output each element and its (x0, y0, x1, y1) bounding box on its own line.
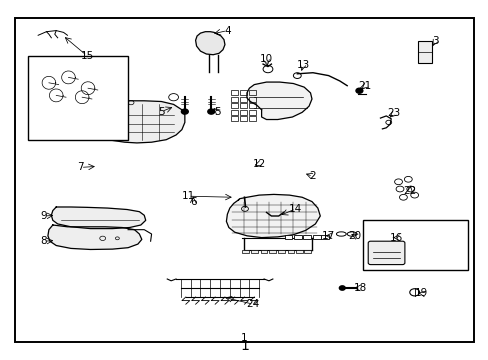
Text: 21: 21 (357, 81, 371, 91)
Bar (303, 250, 310, 253)
Bar (231, 110, 238, 115)
Text: 13: 13 (296, 60, 309, 70)
Bar (248, 116, 255, 121)
Polygon shape (246, 82, 311, 120)
Polygon shape (195, 32, 224, 55)
Text: 11: 11 (181, 191, 195, 201)
Bar (417, 41, 431, 63)
Text: 5: 5 (158, 107, 164, 117)
FancyBboxPatch shape (367, 241, 404, 265)
Text: 18: 18 (353, 283, 367, 293)
Text: 12: 12 (252, 159, 265, 169)
Text: 16: 16 (388, 233, 402, 243)
Bar (231, 103, 238, 108)
Bar (250, 250, 257, 253)
Ellipse shape (336, 232, 346, 236)
Bar (295, 250, 302, 253)
Polygon shape (48, 225, 142, 249)
Text: 22: 22 (402, 186, 416, 196)
Bar (240, 103, 246, 108)
Bar (277, 250, 284, 253)
Text: 1: 1 (241, 333, 247, 343)
Text: 24: 24 (246, 299, 260, 309)
Text: 8: 8 (41, 236, 47, 246)
Bar (240, 90, 246, 95)
Circle shape (355, 88, 362, 93)
Bar (231, 90, 238, 95)
Circle shape (181, 109, 188, 114)
Text: 2: 2 (309, 171, 316, 181)
Ellipse shape (346, 232, 356, 236)
Bar (231, 97, 238, 102)
Circle shape (207, 109, 214, 114)
Bar (248, 97, 255, 102)
Bar (240, 116, 246, 121)
Text: 14: 14 (288, 204, 302, 214)
Bar (269, 250, 276, 253)
Text: 10: 10 (260, 54, 272, 64)
Polygon shape (97, 101, 184, 143)
Polygon shape (226, 194, 320, 238)
Bar (303, 235, 310, 239)
Bar (28, 56, 128, 140)
Bar (260, 250, 267, 253)
Text: 23: 23 (386, 108, 400, 118)
Bar (312, 235, 320, 239)
Text: 6: 6 (189, 197, 196, 207)
Text: 3: 3 (431, 36, 438, 46)
Text: 20: 20 (348, 231, 361, 241)
Text: 1: 1 (240, 339, 248, 352)
Bar (240, 110, 246, 115)
Text: 5: 5 (214, 107, 221, 117)
Bar (284, 235, 292, 239)
Bar (231, 116, 238, 121)
Polygon shape (51, 207, 145, 229)
Bar (287, 250, 294, 253)
Text: 15: 15 (80, 51, 94, 61)
Bar (242, 250, 248, 253)
Bar (240, 97, 246, 102)
Bar (248, 103, 255, 108)
Circle shape (339, 286, 345, 290)
Bar (321, 235, 328, 239)
Bar (248, 90, 255, 95)
Text: 17: 17 (321, 231, 335, 241)
Text: 19: 19 (414, 288, 427, 298)
Text: 4: 4 (224, 26, 230, 36)
Bar (362, 220, 468, 270)
Text: 9: 9 (41, 211, 47, 221)
Bar (15, 18, 473, 342)
Bar (294, 235, 302, 239)
Bar (248, 110, 255, 115)
Text: 7: 7 (77, 162, 84, 172)
